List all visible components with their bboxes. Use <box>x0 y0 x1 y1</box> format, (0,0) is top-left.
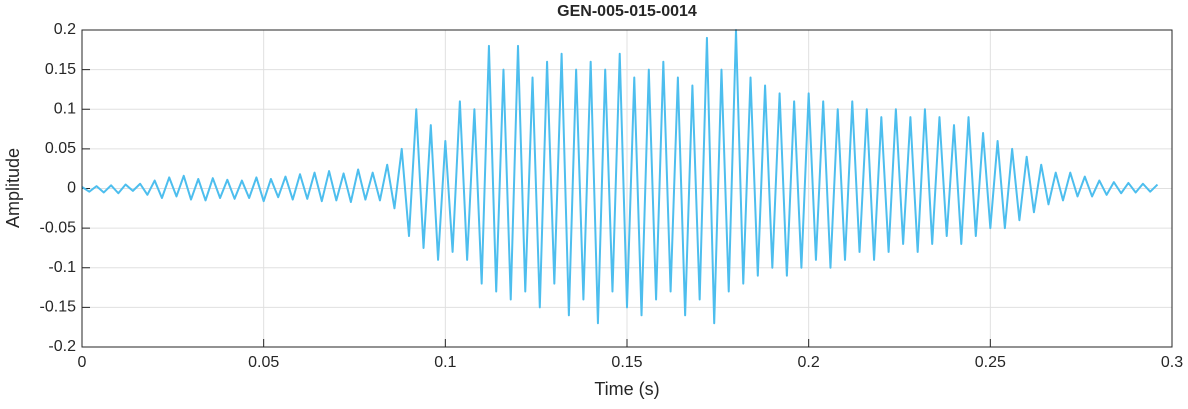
y-tick-label: 0.15 <box>45 61 76 78</box>
x-tick-label: 0.15 <box>611 354 642 371</box>
chart-title: GEN-005-015-0014 <box>557 3 697 20</box>
y-tick-label: -0.2 <box>48 338 76 355</box>
x-tick-label: 0.25 <box>975 354 1006 371</box>
y-tick-label: -0.15 <box>40 299 77 316</box>
x-axis-label: Time (s) <box>594 379 659 399</box>
x-tick-label: 0 <box>78 354 87 371</box>
waveform-line <box>81 29 1159 325</box>
y-tick-label: 0.2 <box>54 21 76 38</box>
y-tick-label: -0.1 <box>48 259 76 276</box>
y-tick-label: 0.1 <box>54 100 76 117</box>
x-tick-label: 0.1 <box>434 354 456 371</box>
y-tick-label: 0 <box>67 180 76 197</box>
plot-frame <box>81 29 1173 348</box>
y-axis-label: Amplitude <box>3 148 23 228</box>
y-tick-label: -0.05 <box>40 219 77 236</box>
x-tick-label: 0.05 <box>248 354 279 371</box>
x-tick-label: 0.2 <box>798 354 820 371</box>
y-tick-label: 0.05 <box>45 140 76 157</box>
x-tick-label: 0.3 <box>1161 354 1183 371</box>
